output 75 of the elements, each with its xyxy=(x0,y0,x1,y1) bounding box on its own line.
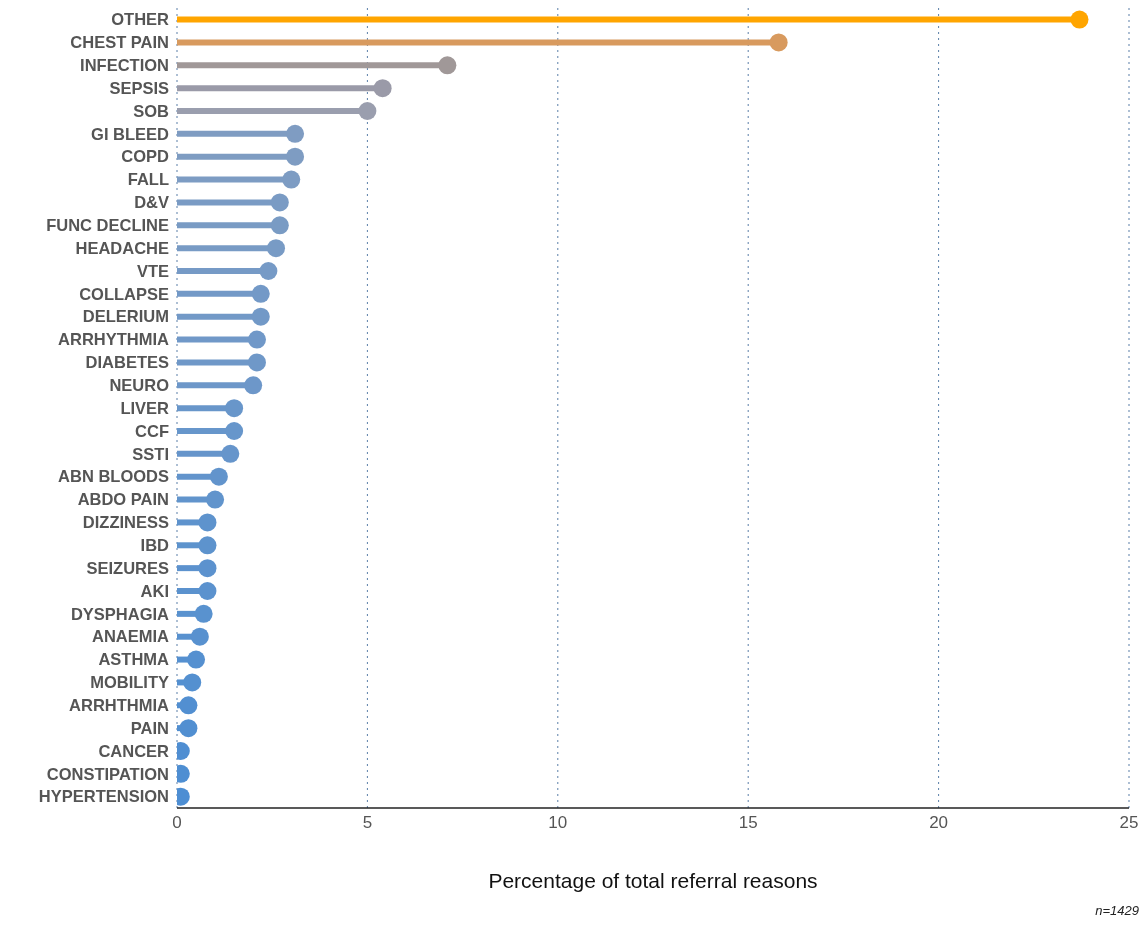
point xyxy=(769,33,788,52)
y-tick-label: INFECTION xyxy=(80,56,169,74)
point xyxy=(373,79,392,98)
point xyxy=(286,124,305,143)
point xyxy=(259,262,278,280)
x-tick-label: 5 xyxy=(362,813,373,833)
y-tick-label: HEADACHE xyxy=(75,238,169,257)
y-tick-label: OTHER xyxy=(111,10,170,29)
x-axis-title: Percentage of total referral reasons xyxy=(488,869,818,892)
y-tick-label: HYPERTENSION xyxy=(38,787,169,806)
point xyxy=(358,102,377,120)
point xyxy=(179,719,198,738)
point xyxy=(286,147,305,166)
point xyxy=(251,284,270,303)
point xyxy=(247,330,266,349)
point xyxy=(206,490,225,509)
point xyxy=(194,604,213,623)
y-tick-label: CANCER xyxy=(98,741,170,760)
y-tick-label: DYSPHAGIA xyxy=(70,604,170,623)
point xyxy=(438,56,457,75)
text: n=1429 xyxy=(1095,903,1139,918)
y-tick-label: COPD xyxy=(121,147,170,166)
y-tick-label: COLLAPSE xyxy=(79,284,169,303)
y-tick-label: NEURO xyxy=(109,376,170,394)
point xyxy=(247,353,266,372)
point xyxy=(267,239,286,258)
y-tick-label: SSTI xyxy=(132,444,169,463)
y-tick-label: CCF xyxy=(135,421,169,440)
point xyxy=(244,376,263,395)
x-tick-label: 10 xyxy=(548,813,568,833)
y-tick-label: PAIN xyxy=(130,718,169,737)
y-tick-label: MOBILITY xyxy=(90,673,169,692)
point xyxy=(225,422,244,440)
y-tick-label: ANAEMIA xyxy=(92,627,170,646)
point xyxy=(221,444,240,463)
y-tick-label: SEIZURES xyxy=(86,558,169,577)
point xyxy=(270,216,289,235)
y-tick-label: SOB xyxy=(133,101,170,120)
y-tick-label: FALL xyxy=(127,170,169,189)
x-tick-label: 20 xyxy=(929,813,949,833)
y-tick-label: AKI xyxy=(140,581,169,600)
point xyxy=(209,467,228,486)
point xyxy=(1070,10,1089,29)
point xyxy=(270,193,289,212)
x-tick-label: 25 xyxy=(1119,813,1139,833)
y-tick-label: FUNC DECLINE xyxy=(46,216,169,234)
y-tick-label: DIABETES xyxy=(85,353,169,372)
point xyxy=(282,170,301,189)
y-tick-label: GI BLEED xyxy=(91,124,170,143)
point xyxy=(198,559,217,578)
y-tick-label: ASTHMA xyxy=(98,650,170,669)
point xyxy=(225,399,244,418)
point xyxy=(251,307,270,326)
y-tick-label: IBD xyxy=(140,536,170,554)
point xyxy=(179,696,198,715)
point xyxy=(198,513,217,532)
y-tick-label: DELERIUM xyxy=(82,307,169,326)
y-tick-label: LIVER xyxy=(120,398,170,417)
y-tick-label: ARRHTHMIA xyxy=(69,696,170,714)
x-tick-label: 0 xyxy=(172,813,182,833)
y-tick-label: CONSTIPATION xyxy=(46,764,169,783)
point xyxy=(198,536,217,555)
y-tick-label: ABN BLOODS xyxy=(58,467,169,486)
y-tick-label: ARRHYTHMIA xyxy=(58,330,170,349)
y-tick-label: SEPSIS xyxy=(109,78,169,97)
x-tick-label: 15 xyxy=(738,813,758,833)
y-tick-label: CHEST PAIN xyxy=(70,33,169,52)
y-tick-label: DIZZINESS xyxy=(82,513,169,532)
y-tick-label: VTE xyxy=(136,261,169,280)
point xyxy=(183,673,202,692)
y-tick-label: ABDO PAIN xyxy=(77,490,169,509)
point xyxy=(190,627,209,646)
point xyxy=(187,650,206,669)
y-tick-label: D&V xyxy=(134,193,169,212)
point xyxy=(198,582,217,600)
